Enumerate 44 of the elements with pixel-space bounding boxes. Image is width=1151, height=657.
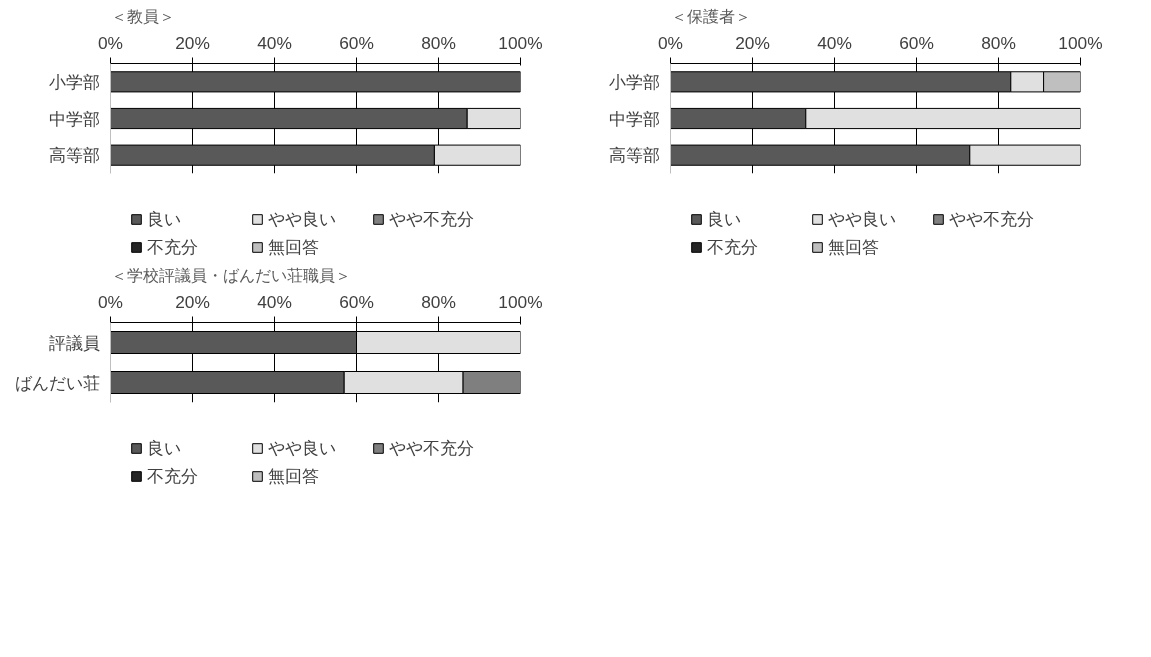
x-tick-label: 60% (339, 291, 374, 312)
legend-label: やや良い (828, 208, 897, 231)
legend-label: 良い (147, 208, 182, 231)
legend-label: 不充分 (147, 465, 199, 488)
chart-title: ＜保護者＞ (670, 7, 751, 25)
x-tick-label: 40% (817, 32, 852, 53)
legend-label: やや良い (268, 208, 337, 231)
x-tick-label: 80% (421, 32, 456, 53)
x-tick-label: 20% (735, 32, 770, 53)
legend-label: 無回答 (268, 465, 320, 488)
x-tick-label: 100% (1058, 32, 1103, 53)
legend-label: やや良い (268, 437, 337, 460)
chart-title: ＜教員＞ (110, 7, 175, 25)
chart-title: ＜学校評議員・ばんだい荘職員＞ (110, 266, 351, 284)
x-tick-label: 40% (257, 32, 292, 53)
legend-label: 無回答 (828, 236, 880, 259)
legend-label: 良い (707, 208, 742, 231)
y-tick-label: 中学部 (48, 108, 100, 129)
x-tick-label: 0% (97, 291, 124, 312)
x-tick-label: 80% (981, 32, 1016, 53)
x-tick-label: 100% (498, 32, 543, 53)
x-tick-label: 60% (339, 32, 374, 53)
x-tick-label: 0% (657, 32, 684, 53)
y-tick-label: 小学部 (48, 71, 100, 92)
legend-label: やや不充分 (389, 437, 475, 460)
x-tick-label: 20% (175, 291, 210, 312)
y-tick-label: 高等部 (608, 145, 660, 166)
legend-label: 不充分 (707, 236, 759, 259)
x-tick-label: 20% (175, 32, 210, 53)
legend-label: やや不充分 (949, 208, 1035, 231)
legend-label: 良い (147, 437, 182, 460)
y-tick-label: 高等部 (48, 145, 100, 166)
x-tick-label: 0% (97, 32, 124, 53)
legend-label: 不充分 (147, 236, 199, 259)
x-tick-label: 60% (899, 32, 934, 53)
x-tick-label: 100% (498, 291, 543, 312)
legend-label: やや不充分 (389, 208, 475, 231)
x-tick-label: 40% (257, 291, 292, 312)
y-tick-label: 中学部 (608, 108, 660, 129)
x-tick-label: 80% (421, 291, 456, 312)
y-tick-label: 評議員 (48, 332, 100, 353)
legend-label: 無回答 (268, 236, 320, 259)
y-tick-label: ばんだい荘 (14, 372, 100, 393)
y-tick-label: 小学部 (608, 71, 660, 92)
